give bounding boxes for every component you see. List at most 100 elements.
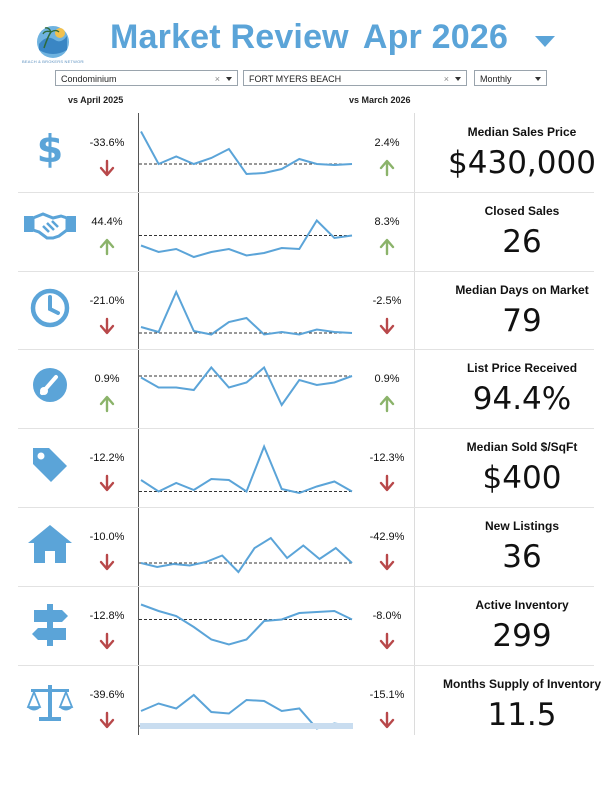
- arrow-up-icon: [379, 159, 395, 177]
- row-divider: [18, 585, 594, 587]
- month-compare-label: vs March 2026: [349, 95, 411, 105]
- trend-sparkline: [139, 600, 354, 654]
- row-divider: [18, 349, 594, 351]
- chart-column-left-border: [138, 113, 139, 735]
- metric-value: 79: [502, 302, 542, 339]
- yoy-change-value: 0.9%: [94, 373, 120, 386]
- trend-line: [140, 536, 353, 574]
- metric-title: Median Sold $/SqFt: [466, 440, 578, 455]
- arrow-down-icon: [99, 317, 115, 335]
- scales-icon: [22, 681, 78, 723]
- row-divider: [18, 191, 594, 193]
- metric-row: -21.0% -2.5% Median Days on Market 79: [18, 271, 594, 350]
- metric-row: -10.0% -42.9% New Listings 36: [18, 507, 594, 586]
- trend-sparkline: [139, 127, 354, 181]
- clear-property-type-icon[interactable]: ×: [214, 74, 220, 84]
- metric-value: 299: [492, 617, 552, 654]
- yoy-change-value: -12.2%: [89, 452, 125, 465]
- chevron-down-icon[interactable]: [226, 77, 232, 81]
- yoy-change-value: -33.6%: [89, 137, 125, 149]
- metric-title: Closed Sales: [484, 203, 560, 218]
- arrow-down-icon: [379, 711, 395, 729]
- metric-row: $ -33.6% 2.4% Median Sales Price $430,000: [18, 113, 596, 192]
- row-divider: [18, 270, 594, 272]
- arrow-down-icon: [99, 159, 115, 177]
- metric-value: $430,000: [448, 145, 596, 181]
- metric-title: Months Supply of Inventory: [443, 676, 601, 691]
- metric-title: List Price Received: [466, 361, 578, 376]
- company-logo: [33, 22, 73, 66]
- metric-column-divider: [414, 113, 415, 735]
- trend-line: [140, 289, 353, 336]
- trend-sparkline: [139, 363, 354, 417]
- date-dropdown-caret-icon[interactable]: [535, 36, 555, 47]
- yoy-change-value: -21.0%: [89, 294, 125, 307]
- trend-line: [140, 366, 353, 408]
- metric-row: -12.2% -12.3% Median Sold $/SqFt $400: [18, 428, 594, 507]
- arrow-down-icon: [99, 553, 115, 571]
- metric-row: -12.8% -8.0% Active Inventory 299: [18, 586, 594, 665]
- trend-sparkline: [139, 521, 354, 575]
- metric-title: Median Days on Market: [455, 282, 589, 297]
- page-title: Market Review Apr 2026: [110, 18, 508, 57]
- chevron-down-icon[interactable]: [455, 77, 461, 81]
- gauge-icon: [22, 365, 78, 405]
- yoy-change-value: -10.0%: [89, 531, 125, 543]
- period-value: Monthly: [480, 74, 512, 84]
- metric-value: 26: [502, 223, 542, 260]
- arrow-down-icon: [379, 474, 395, 492]
- metric-value: $400: [482, 460, 562, 497]
- handshake-icon: [22, 208, 78, 242]
- arrow-down-icon: [379, 317, 395, 335]
- yoy-change-value: 44.4%: [91, 215, 123, 228]
- arrow-down-icon: [379, 632, 395, 650]
- area-select[interactable]: FORT MYERS BEACH ×: [243, 70, 467, 86]
- report-date: Apr 2026: [362, 18, 509, 56]
- property-type-value: Condominium: [61, 74, 117, 84]
- mom-change-value: -2.5%: [372, 294, 402, 307]
- tag-icon: [22, 444, 78, 486]
- area-value: FORT MYERS BEACH: [249, 74, 342, 84]
- mom-change-value: 2.4%: [374, 137, 400, 149]
- metric-title: New Listings: [484, 519, 559, 533]
- property-type-select[interactable]: Condominium ×: [55, 70, 238, 86]
- period-select[interactable]: Monthly: [474, 70, 547, 86]
- metric-value: 11.5: [487, 696, 557, 733]
- arrow-up-icon: [379, 395, 395, 413]
- signpost-icon: [22, 602, 78, 648]
- mom-change-value: -42.9%: [369, 531, 405, 543]
- svg-text:$: $: [37, 129, 63, 169]
- trend-line: [140, 131, 353, 176]
- metric-value: 94.4%: [472, 381, 572, 418]
- clock-icon: [22, 287, 78, 329]
- trend-sparkline: [139, 285, 354, 339]
- mom-change-value: 8.3%: [374, 215, 400, 228]
- chevron-down-icon[interactable]: [535, 77, 541, 81]
- house-icon: [22, 523, 78, 565]
- clear-area-icon[interactable]: ×: [443, 74, 449, 84]
- trend-line: [140, 444, 353, 495]
- trend-sparkline: [139, 206, 354, 260]
- metric-row: 44.4% 8.3% Closed Sales 26: [18, 192, 594, 271]
- arrow-down-icon: [99, 474, 115, 492]
- row-divider: [18, 664, 594, 666]
- arrow-down-icon: [379, 553, 395, 571]
- yoy-change-value: -12.8%: [89, 609, 125, 622]
- dollar-icon: $: [22, 129, 78, 169]
- metric-value: 36: [502, 539, 542, 575]
- trend-line: [140, 218, 353, 258]
- metric-row: 0.9% 0.9% List Price Received 94.4%: [18, 349, 594, 428]
- arrow-up-icon: [99, 395, 115, 413]
- arrow-up-icon: [99, 238, 115, 256]
- yoy-change-value: -39.6%: [89, 688, 125, 701]
- mom-change-value: -15.1%: [369, 688, 405, 701]
- page-title-text: Market Review: [110, 18, 349, 56]
- arrow-up-icon: [379, 238, 395, 256]
- arrow-down-icon: [99, 632, 115, 650]
- logo-caption: BEACH & BROKERS NETWORK REALTORS: [22, 59, 84, 64]
- mom-change-value: 0.9%: [374, 373, 400, 386]
- trend-sparkline: [139, 442, 354, 496]
- metric-title: Active Inventory: [475, 597, 569, 612]
- timeline-scrollbar[interactable]: [140, 723, 353, 729]
- year-compare-label: vs April 2025: [68, 95, 124, 105]
